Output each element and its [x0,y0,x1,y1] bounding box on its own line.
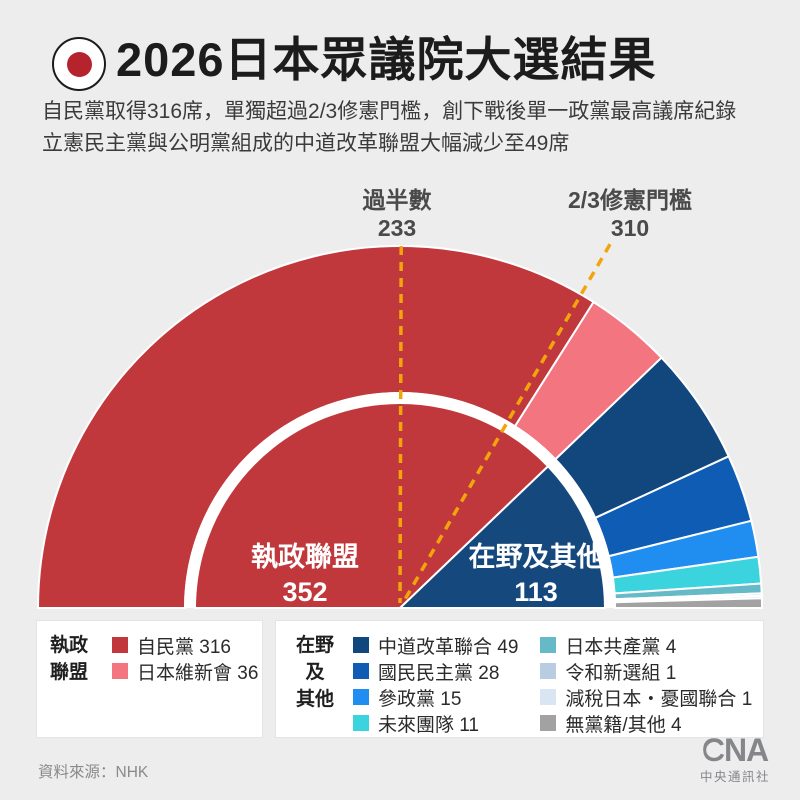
legend-text-日本維新會: 日本維新會 36 [137,662,259,684]
legend-text-參政黨: 參政黨 15 [378,688,462,710]
legend-swatch-國民民主黨 [353,663,369,679]
legend-text-國民民主黨: 國民民主黨 28 [378,662,500,684]
threshold-label-two-thirds: 2/3修憲門檻 310 [530,186,730,242]
flag-sun-disc [66,51,92,77]
legend-item-國民民主黨: 國民民主黨 28 [353,658,518,684]
legend-item-參政黨: 參政黨 15 [353,684,518,710]
legend-item-中道改革聯合: 中道改革聯合 49 [353,632,518,658]
legend-swatch-參政黨 [353,689,369,705]
legend-item-減稅日本・憂國聯合: 減稅日本・憂國聯合 1 [540,684,752,710]
legend-item-令和新選組: 令和新選組 1 [540,658,752,684]
threshold-two-thirds-name: 2/3修憲門檻 [568,187,692,213]
legend-swatch-中道改革聯合 [353,637,369,653]
legend-opposition-column-1: 中道改革聯合 49 國民民主黨 28 參政黨 15 未來團隊 11 [353,632,518,736]
legend-text-未來團隊: 未來團隊 11 [378,714,480,736]
threshold-line-過半數 [398,245,403,604]
legend-text-減稅日本・憂國聯合: 減稅日本・憂國聯合 1 [565,688,753,710]
legend-text-無黨籍/其他: 無黨籍/其他 4 [565,714,682,736]
legend-swatch-無黨籍/其他 [540,715,557,731]
legend-text-日本共產黨: 日本共產黨 4 [565,636,677,658]
data-source: 資料來源：NHK [38,764,149,781]
legend-swatch-自民黨 [112,637,128,653]
japan-flag-icon [52,37,106,91]
legend-ruling-items: 自民黨 316 日本維新會 36 [112,632,258,684]
legend-item-未來團隊: 未來團隊 11 [353,710,518,736]
legend-text-中道改革聯合: 中道改革聯合 49 [378,636,519,658]
legend-swatch-未來團隊 [353,715,369,731]
threshold-majority-name: 過半數 [362,187,432,213]
legend-text-自民黨: 自民黨 316 [137,636,231,658]
threshold-label-majority: 過半數 233 [317,186,477,242]
legend-item-無黨籍/其他: 無黨籍/其他 4 [540,710,752,736]
page-title: 2026日本眾議院大選結果 [116,33,657,86]
agency-name: 中央通訊社 [699,770,770,784]
legend-opposition-group-label: 在野 及 其他 [295,635,334,710]
threshold-majority-value: 233 [377,215,417,241]
legend-opposition-and-others: 在野 及 其他 中道改革聯合 49 國民民主黨 28 參政黨 15 未來團隊 11 日… [275,620,764,738]
legend-item-自民黨: 自民黨 316 [112,632,258,658]
globe-icon [706,742,722,758]
threshold-two-thirds-value: 310 [610,215,650,241]
legend-swatch-減稅日本・憂國聯合 [540,689,557,705]
legend-swatch-日本共產黨 [540,637,557,653]
legend-swatch-令和新選組 [540,663,557,679]
subtitle: 自民黨取得316席，單獨超過2/3修憲門檻，創下戰後單一政黨最高議席紀錄 立憲民… [42,96,782,160]
inner-segment-執政聯盟 [193,402,550,609]
legend-item-日本維新會: 日本維新會 36 [112,658,258,684]
legend-item-日本共產黨: 日本共產黨 4 [540,632,752,658]
subtitle-line-2: 立憲民主黨與公明黨組成的中道改革聯盟大幅減少至49席 [42,132,570,155]
legend-ruling-coalition: 執政 聯盟 自民黨 316 日本維新會 36 [36,620,263,738]
inner-label-執政聯盟: 執政聯盟 [251,542,359,572]
legend-swatch-日本維新會 [112,663,128,679]
cna-logo: CNA 中央通訊社 [692,732,778,785]
inner-value-執政聯盟: 352 [282,577,327,607]
subtitle-line-1: 自民黨取得316席，單獨超過2/3修憲門檻，創下戰後單一政黨最高議席紀錄 [42,100,737,123]
inner-segment-在野及其他 [397,464,607,609]
cna-logo-mark: CNA [702,732,770,768]
inner-label-在野及其他: 在野及其他 [469,542,604,572]
legend-ruling-group-label: 執政 聯盟 [50,635,89,683]
legend-text-令和新選組: 令和新選組 1 [565,662,677,684]
inner-value-在野及其他: 113 [514,577,558,607]
legend-opposition-column-2: 日本共產黨 4 令和新選組 1 減稅日本・憂國聯合 1 無黨籍/其他 4 [540,632,752,736]
threshold-line-2/3修憲門檻 [400,243,612,605]
